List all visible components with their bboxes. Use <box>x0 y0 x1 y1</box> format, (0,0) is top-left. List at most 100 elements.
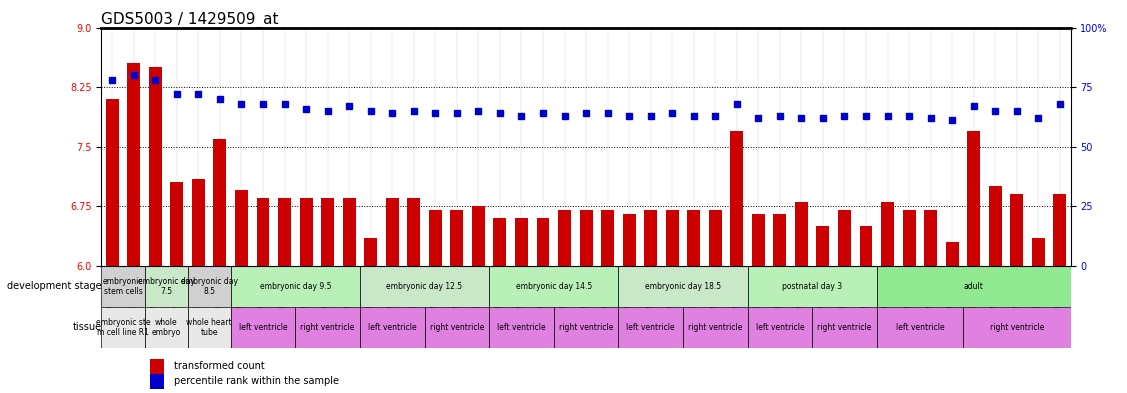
Text: embryonic day
7.5: embryonic day 7.5 <box>137 277 195 296</box>
Bar <box>364 238 378 266</box>
Bar <box>127 63 140 266</box>
Bar <box>860 226 872 266</box>
Bar <box>795 202 808 266</box>
FancyBboxPatch shape <box>813 307 877 348</box>
Bar <box>924 210 938 266</box>
Bar <box>536 218 550 266</box>
Text: right ventricle: right ventricle <box>559 323 613 332</box>
Text: whole
embryo: whole embryo <box>151 318 180 337</box>
Bar <box>213 139 227 266</box>
Bar <box>601 210 614 266</box>
Text: left ventricle: left ventricle <box>755 323 805 332</box>
Bar <box>1032 238 1045 266</box>
Text: embryonic day 12.5: embryonic day 12.5 <box>387 282 462 291</box>
FancyBboxPatch shape <box>231 266 360 307</box>
Bar <box>645 210 657 266</box>
FancyBboxPatch shape <box>553 307 619 348</box>
Text: whole heart
tube: whole heart tube <box>186 318 232 337</box>
Bar <box>234 191 248 266</box>
FancyBboxPatch shape <box>101 266 144 307</box>
FancyBboxPatch shape <box>683 307 747 348</box>
Bar <box>192 178 205 266</box>
Text: development stage: development stage <box>7 281 101 291</box>
FancyBboxPatch shape <box>747 266 877 307</box>
Bar <box>709 210 721 266</box>
Bar <box>946 242 959 266</box>
FancyBboxPatch shape <box>231 307 295 348</box>
Bar <box>321 198 334 266</box>
FancyBboxPatch shape <box>295 307 360 348</box>
Text: left ventricle: left ventricle <box>367 323 417 332</box>
Text: left ventricle: left ventricle <box>239 323 287 332</box>
FancyBboxPatch shape <box>619 307 683 348</box>
FancyBboxPatch shape <box>877 307 962 348</box>
Bar <box>343 198 356 266</box>
Bar <box>988 186 1002 266</box>
Text: embryonic ste
m cell line R1: embryonic ste m cell line R1 <box>96 318 150 337</box>
Text: right ventricle: right ventricle <box>689 323 743 332</box>
Bar <box>752 214 765 266</box>
Bar <box>300 198 312 266</box>
Bar <box>428 210 442 266</box>
Bar <box>666 210 678 266</box>
FancyBboxPatch shape <box>619 266 747 307</box>
Bar <box>106 99 118 266</box>
FancyBboxPatch shape <box>877 266 1071 307</box>
Text: right ventricle: right ventricle <box>817 323 871 332</box>
Text: transformed count: transformed count <box>174 362 265 371</box>
FancyBboxPatch shape <box>187 266 231 307</box>
Text: left ventricle: left ventricle <box>896 323 944 332</box>
Text: tissue: tissue <box>72 322 101 332</box>
Text: right ventricle: right ventricle <box>990 323 1044 332</box>
Bar <box>622 214 636 266</box>
FancyBboxPatch shape <box>360 266 489 307</box>
Bar <box>903 210 915 266</box>
Bar <box>257 198 269 266</box>
Bar <box>687 210 700 266</box>
Text: postnatal day 3: postnatal day 3 <box>782 282 842 291</box>
Bar <box>558 210 571 266</box>
FancyBboxPatch shape <box>489 266 619 307</box>
Text: left ventricle: left ventricle <box>627 323 675 332</box>
Bar <box>150 374 165 389</box>
Bar <box>838 210 851 266</box>
Text: right ventricle: right ventricle <box>301 323 355 332</box>
Bar <box>1010 195 1023 266</box>
Bar <box>967 131 980 266</box>
Text: right ventricle: right ventricle <box>429 323 483 332</box>
Bar <box>149 67 162 266</box>
FancyBboxPatch shape <box>101 307 144 348</box>
FancyBboxPatch shape <box>962 307 1071 348</box>
Bar <box>773 214 787 266</box>
Text: left ventricle: left ventricle <box>497 323 545 332</box>
Bar <box>472 206 485 266</box>
FancyBboxPatch shape <box>360 307 425 348</box>
Text: embryonic day
8.5: embryonic day 8.5 <box>180 277 238 296</box>
Bar <box>451 210 463 266</box>
Text: adult: adult <box>964 282 984 291</box>
Bar <box>278 198 291 266</box>
FancyBboxPatch shape <box>187 307 231 348</box>
Bar <box>150 359 165 374</box>
Text: embryonic day 14.5: embryonic day 14.5 <box>516 282 592 291</box>
FancyBboxPatch shape <box>747 307 813 348</box>
Text: embryonic
stem cells: embryonic stem cells <box>103 277 143 296</box>
Bar <box>579 210 593 266</box>
Bar <box>881 202 894 266</box>
FancyBboxPatch shape <box>144 307 187 348</box>
Bar <box>385 198 399 266</box>
Bar <box>515 218 527 266</box>
Bar <box>816 226 829 266</box>
Text: percentile rank within the sample: percentile rank within the sample <box>174 376 339 386</box>
FancyBboxPatch shape <box>489 307 553 348</box>
Text: GDS5003 / 1429509_at: GDS5003 / 1429509_at <box>101 11 278 28</box>
Bar <box>170 182 184 266</box>
FancyBboxPatch shape <box>144 266 187 307</box>
FancyBboxPatch shape <box>425 307 489 348</box>
Bar <box>730 131 744 266</box>
Text: embryonic day 9.5: embryonic day 9.5 <box>259 282 331 291</box>
Text: embryonic day 18.5: embryonic day 18.5 <box>645 282 721 291</box>
Bar <box>407 198 420 266</box>
Bar <box>494 218 506 266</box>
Bar <box>1054 195 1066 266</box>
